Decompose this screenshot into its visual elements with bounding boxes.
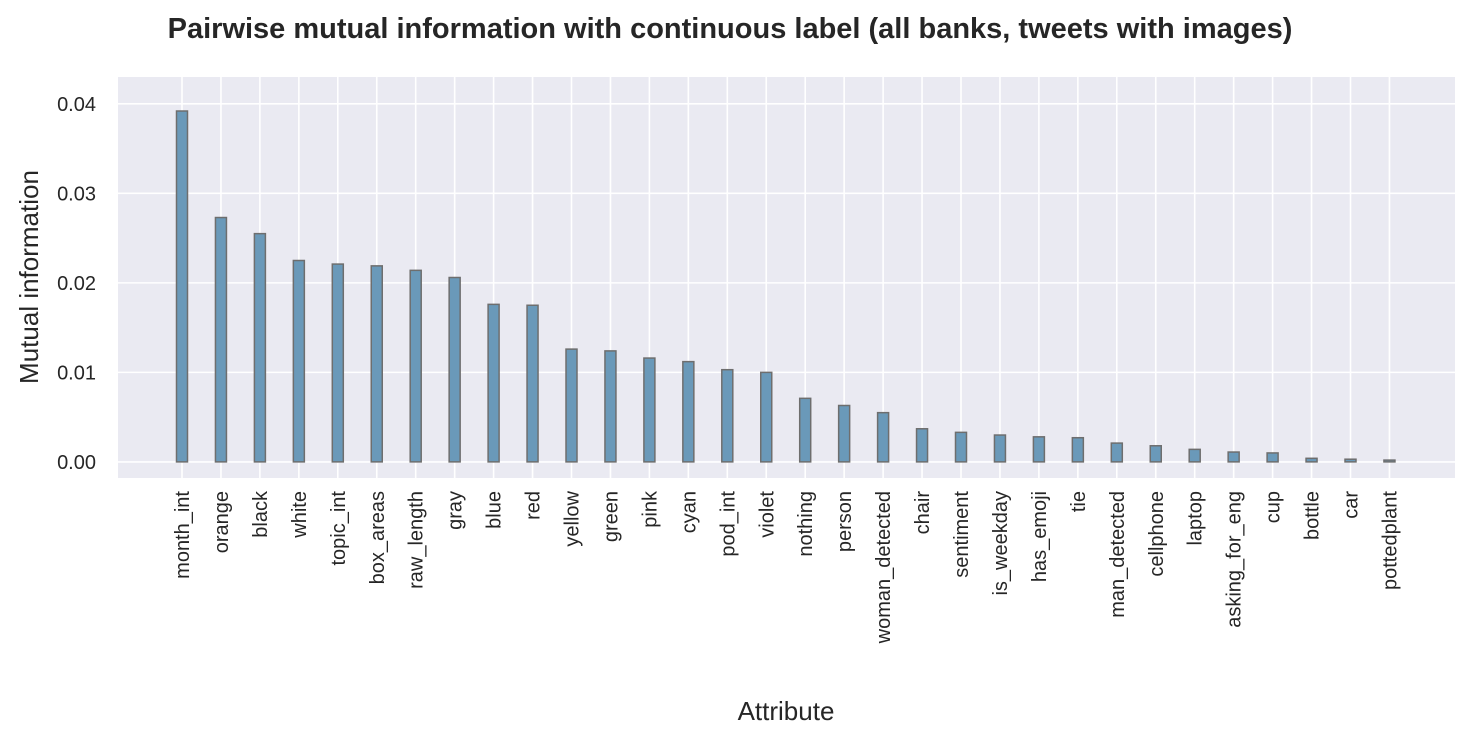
bar-woman-detected (876, 411, 890, 463)
bar-is-weekday (993, 434, 1007, 463)
chart-title: Pairwise mutual information with continu… (168, 13, 1293, 45)
x-tick-label: orange (211, 491, 233, 553)
x-tick-label: month_int (172, 491, 194, 579)
bar-orange (214, 216, 228, 463)
x-axis-label: Attribute (738, 696, 835, 726)
x-tick-label: green (600, 491, 622, 542)
y-axis-label: Mutual information (14, 170, 44, 384)
x-tick-label: cellphone (1146, 491, 1168, 577)
x-tick-label: laptop (1185, 491, 1207, 546)
y-tick-label: 0.03 (57, 183, 96, 205)
y-tick-label: 0.00 (57, 452, 96, 474)
bar-tie (1071, 436, 1085, 463)
x-tick-label: cup (1263, 491, 1285, 523)
bar-blue (487, 303, 500, 463)
bar-laptop (1188, 448, 1201, 463)
x-tick-label: blue (484, 491, 506, 529)
bar-cup (1266, 452, 1279, 463)
plot-area (118, 77, 1455, 478)
bar-has-emoji (1032, 436, 1046, 463)
bar-gray (448, 276, 461, 463)
x-tick-label: white (289, 491, 311, 539)
x-tick-label: gray (445, 491, 467, 530)
y-tick-label: 0.01 (57, 362, 96, 384)
bar-person (837, 404, 851, 463)
bar-yellow (565, 348, 578, 463)
bar-pink (643, 357, 656, 463)
bar-asking-for-eng (1227, 451, 1240, 463)
bar-man-detected (1110, 442, 1124, 463)
x-tick-label: cyan (678, 491, 700, 533)
x-tick-label: pottedplant (1379, 491, 1401, 590)
bar-nothing (798, 397, 812, 463)
bar-bottle (1305, 457, 1318, 463)
bar-topic-int (331, 263, 345, 463)
x-tick-label: pod_int (717, 491, 739, 557)
y-tick-label: 0.02 (57, 273, 96, 295)
x-tick-label: person (834, 491, 856, 552)
x-tick-label: box_areas (367, 491, 389, 584)
bar-cellphone (1149, 445, 1162, 463)
y-ticks: 0.00 0.01 0.02 0.03 0.04 (57, 94, 96, 474)
x-tick-label: nothing (795, 491, 817, 557)
bar-white (292, 259, 306, 463)
bar-sentiment (954, 431, 968, 463)
bars (175, 110, 1396, 463)
bar-green (604, 350, 617, 463)
bar-chair (915, 428, 929, 463)
x-tick-label: raw_length (406, 491, 428, 589)
bar-violet (760, 371, 773, 463)
x-tick-label: bottle (1302, 491, 1324, 540)
x-tick-label: tie (1068, 491, 1090, 512)
x-tick-label: topic_int (328, 491, 350, 566)
x-ticks: month_int orange black white topic_int box_ar… (172, 490, 1401, 644)
bar-car (1344, 458, 1357, 463)
x-tick-label: is_weekday (990, 491, 1012, 596)
bar-black (253, 232, 267, 463)
x-tick-label: man_detected (1107, 491, 1129, 618)
x-tick-label: yellow (562, 490, 584, 546)
x-tick-label: black (250, 490, 272, 538)
bar-pottedplant (1383, 459, 1396, 463)
x-tick-label: red (523, 491, 545, 520)
x-tick-label: chair (912, 491, 934, 535)
y-tick-label: 0.04 (57, 94, 96, 116)
x-tick-label: pink (639, 490, 661, 528)
bar-month-int (175, 110, 189, 463)
x-tick-label: woman_detected (873, 491, 895, 644)
x-tick-label: has_emoji (1029, 491, 1051, 582)
x-tick-label: asking_for_eng (1224, 491, 1246, 628)
x-tick-label: violet (756, 491, 778, 538)
x-tick-label: sentiment (951, 491, 973, 578)
bar-pod-int (721, 368, 734, 463)
bar-box-areas (370, 265, 383, 463)
x-tick-label: car (1341, 491, 1363, 519)
bar-raw-length (409, 269, 422, 463)
bar-red (526, 304, 539, 463)
bar-cyan (682, 360, 695, 463)
